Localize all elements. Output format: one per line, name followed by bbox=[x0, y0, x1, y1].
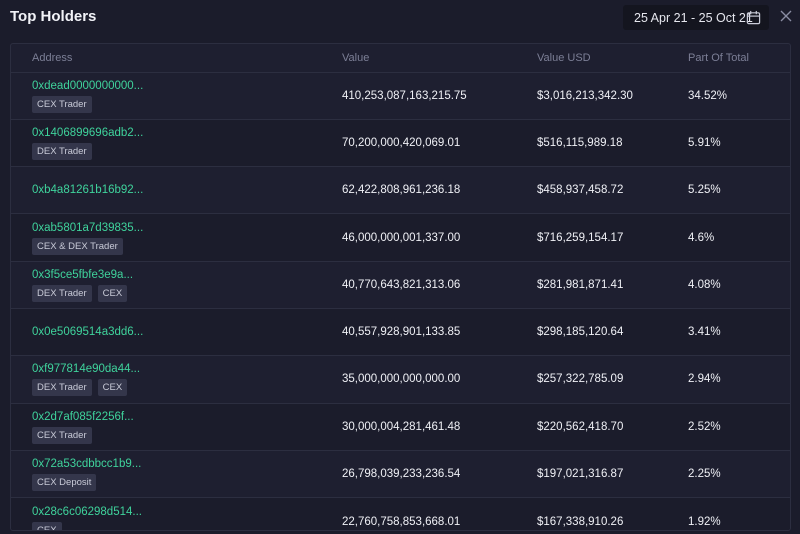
table-row: 0x0e5069514a3dd6... 40,557,928,901,133.85… bbox=[11, 308, 790, 357]
column-header-address: Address bbox=[11, 44, 342, 73]
address-cell: 0xb4a81261b16b92... bbox=[11, 166, 342, 215]
address-tags: CEX & DEX Trader bbox=[32, 237, 342, 255]
value-usd-cell: $281,981,871.41 bbox=[537, 261, 688, 309]
value-cell: 62,422,808,961,236.18 bbox=[342, 166, 537, 215]
address-link[interactable]: 0xab5801a7d39835... bbox=[32, 221, 144, 234]
table-row: 0x28c6c06298d514... CEX 22,760,758,853,668… bbox=[11, 497, 790, 530]
table-row: 0x2d7af085f2256f... CEX Trader 30,000,004,… bbox=[11, 403, 790, 451]
address-cell: 0xab5801a7d39835... CEX & DEX Trader bbox=[11, 213, 342, 262]
part-of-total-cell: 2.52% bbox=[688, 403, 790, 451]
address-link[interactable]: 0x2d7af085f2256f... bbox=[32, 410, 134, 423]
column-header-value-usd: Value USD bbox=[537, 44, 688, 73]
address-cell: 0x2d7af085f2256f... CEX Trader bbox=[11, 403, 342, 451]
value-cell: 22,760,758,853,668.01 bbox=[342, 497, 537, 530]
holders-table-container: Address Value Value USD Part Of Total 0x… bbox=[10, 43, 791, 531]
part-of-total-cell: 5.91% bbox=[688, 119, 790, 168]
value-cell: 35,000,000,000,000.00 bbox=[342, 355, 537, 404]
panel-title: Top Holders bbox=[10, 8, 97, 25]
part-of-total-cell: 3.41% bbox=[688, 308, 790, 357]
address-tags: DEX Trader CEX bbox=[32, 379, 342, 397]
address-tag-badge: CEX bbox=[97, 379, 128, 397]
address-cell: 0x3f5ce5fbfe3e9a... DEX Trader CEX bbox=[11, 261, 342, 309]
address-tags: DEX Trader CEX bbox=[32, 284, 342, 302]
date-range-text: 25 Apr 21 - 25 Oct 21 bbox=[634, 10, 753, 25]
table-row: 0xb4a81261b16b92... 62,422,808,961,236.18… bbox=[11, 166, 790, 215]
part-of-total-cell: 4.08% bbox=[688, 261, 790, 309]
part-of-total-cell: 34.52% bbox=[688, 72, 790, 120]
value-cell: 46,000,000,001,337.00 bbox=[342, 213, 537, 262]
column-header-part-of-total: Part Of Total bbox=[688, 44, 790, 73]
address-link[interactable]: 0x72a53cdbbcc1b9... bbox=[32, 458, 142, 471]
address-link[interactable]: 0x1406899696adb2... bbox=[32, 126, 144, 139]
value-usd-cell: $716,259,154.17 bbox=[537, 213, 688, 262]
address-cell: 0x28c6c06298d514... CEX bbox=[11, 497, 342, 530]
part-of-total-cell: 2.25% bbox=[688, 450, 790, 499]
address-cell: 0x72a53cdbbcc1b9... CEX Deposit bbox=[11, 450, 342, 499]
address-cell: 0x1406899696adb2... DEX Trader bbox=[11, 119, 342, 168]
address-cell: 0x0e5069514a3dd6... bbox=[11, 308, 342, 357]
value-cell: 70,200,000,420,069.01 bbox=[342, 119, 537, 168]
address-link[interactable]: 0x0e5069514a3dd6... bbox=[32, 326, 144, 339]
value-cell: 26,798,039,233,236.54 bbox=[342, 450, 537, 499]
panel-header: Top Holders 25 Apr 21 - 25 Oct 21 bbox=[0, 0, 800, 34]
address-cell: 0xdead0000000000... CEX Trader bbox=[11, 72, 342, 120]
table-row: 0xdead0000000000... CEX Trader 410,253,087… bbox=[11, 72, 790, 120]
address-tag-badge: CEX & DEX Trader bbox=[32, 237, 123, 255]
value-usd-cell: $516,115,989.18 bbox=[537, 119, 688, 168]
calendar-icon bbox=[746, 10, 761, 25]
part-of-total-cell: 5.25% bbox=[688, 166, 790, 215]
table-row: 0x1406899696adb2... DEX Trader 70,200,000,… bbox=[11, 119, 790, 168]
address-cell: 0xf977814e90da44... DEX Trader CEX bbox=[11, 355, 342, 404]
table-row: 0x72a53cdbbcc1b9... CEX Deposit 26,798,039… bbox=[11, 450, 790, 499]
address-tag-badge: CEX Deposit bbox=[32, 474, 97, 492]
address-tags: CEX Deposit bbox=[32, 474, 342, 492]
address-tag-badge: DEX Trader bbox=[32, 284, 92, 302]
address-link[interactable]: 0x3f5ce5fbfe3e9a... bbox=[32, 268, 134, 281]
value-cell: 30,000,004,281,461.48 bbox=[342, 403, 537, 451]
value-usd-cell: $458,937,458.72 bbox=[537, 166, 688, 215]
part-of-total-cell: 2.94% bbox=[688, 355, 790, 404]
table-header-row: Address Value Value USD Part Of Total bbox=[11, 44, 790, 73]
table-row: 0x3f5ce5fbfe3e9a... DEX Trader CEX 40,770,6… bbox=[11, 261, 790, 309]
address-link[interactable]: 0xdead0000000000... bbox=[32, 79, 144, 92]
address-tag-badge: DEX Trader bbox=[32, 142, 92, 160]
value-usd-cell: $220,562,418.70 bbox=[537, 403, 688, 451]
value-usd-cell: $298,185,120.64 bbox=[537, 308, 688, 357]
table-row: 0xab5801a7d39835... CEX & DEX Trader 46,00… bbox=[11, 213, 790, 262]
close-icon[interactable] bbox=[780, 10, 792, 22]
address-tags: DEX Trader bbox=[32, 142, 342, 160]
value-cell: 40,557,928,901,133.85 bbox=[342, 308, 537, 357]
address-tag-badge: DEX Trader bbox=[32, 379, 92, 397]
part-of-total-cell: 1.92% bbox=[688, 497, 790, 530]
value-usd-cell: $167,338,910.26 bbox=[537, 497, 688, 530]
address-tags: CEX Trader bbox=[32, 426, 342, 444]
date-range-picker[interactable]: 25 Apr 21 - 25 Oct 21 bbox=[623, 5, 769, 30]
value-usd-cell: $3,016,213,342.30 bbox=[537, 72, 688, 120]
address-tags: CEX bbox=[32, 521, 342, 530]
value-cell: 410,253,087,163,215.75 bbox=[342, 72, 537, 120]
part-of-total-cell: 4.6% bbox=[688, 213, 790, 262]
address-tags: CEX Trader bbox=[32, 95, 342, 113]
value-usd-cell: $257,322,785.09 bbox=[537, 355, 688, 404]
address-link[interactable]: 0x28c6c06298d514... bbox=[32, 505, 142, 518]
address-tag-badge: CEX bbox=[32, 521, 62, 530]
table-row: 0xf977814e90da44... DEX Trader CEX 35,000,0… bbox=[11, 355, 790, 404]
address-tag-badge: CEX Trader bbox=[32, 426, 92, 444]
address-tag-badge: CEX bbox=[97, 284, 128, 302]
column-header-value: Value bbox=[342, 44, 537, 73]
value-usd-cell: $197,021,316.87 bbox=[537, 450, 688, 499]
value-cell: 40,770,643,821,313.06 bbox=[342, 261, 537, 309]
address-link[interactable]: 0xf977814e90da44... bbox=[32, 363, 141, 376]
address-link[interactable]: 0xb4a81261b16b92... bbox=[32, 184, 144, 197]
holders-table: Address Value Value USD Part Of Total 0x… bbox=[11, 44, 790, 530]
address-tag-badge: CEX Trader bbox=[32, 95, 92, 113]
